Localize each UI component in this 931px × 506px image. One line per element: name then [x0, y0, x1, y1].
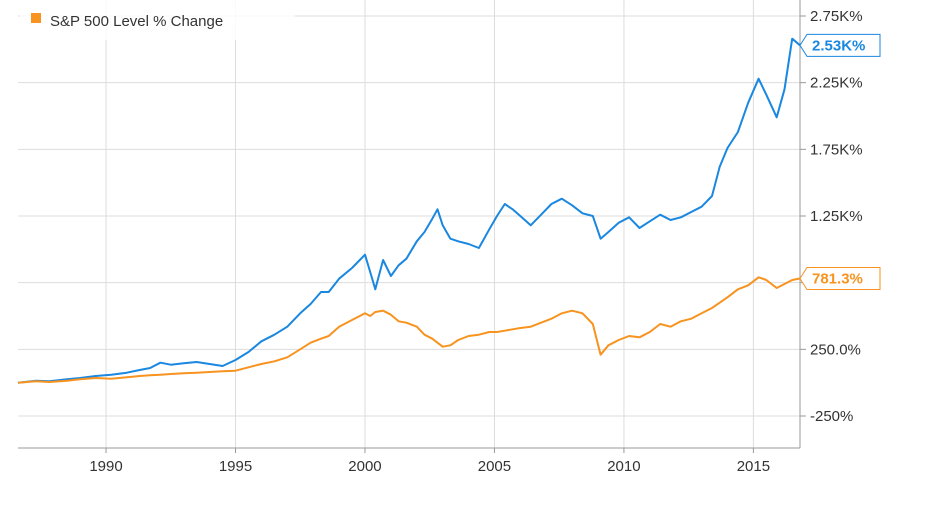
x-tick-label: 2010 [607, 458, 640, 475]
legend-swatch [31, 13, 41, 23]
y-tick-label: -250% [810, 408, 853, 425]
legend-box [20, 0, 295, 40]
x-tick-label: 2005 [478, 458, 511, 475]
y-tick-labels: -250% 250.0% 1.25K% 1.75K% 2.25K% 2.75K% [810, 8, 863, 425]
y-tick-label: 250.0% [810, 341, 861, 358]
x-tick-label: 1990 [89, 458, 122, 475]
end-labels: 2.53K% 781.3% [799, 33, 881, 290]
y-tick-label: 2.75K% [810, 8, 863, 25]
x-tick-labels: 1990 1995 2000 2005 2010 2015 [89, 458, 770, 475]
legend: S&P 500 Level % Change [20, 0, 295, 40]
series-line-1 [17, 276, 801, 384]
x-tick-label: 1995 [219, 458, 252, 475]
end-label-0: 2.53K% [799, 33, 881, 57]
end-label-1: 781.3% [799, 266, 881, 290]
x-tick-label: 2000 [348, 458, 381, 475]
series-line-0 [17, 37, 801, 384]
gridlines [18, 0, 800, 448]
end-label-text: 781.3% [812, 270, 863, 287]
y-tick-label: 1.25K% [810, 208, 863, 225]
legend-label: S&P 500 Level % Change [50, 13, 223, 30]
series-lines [17, 37, 801, 384]
y-tick-label: 1.75K% [810, 141, 863, 158]
end-label-text: 2.53K% [812, 37, 865, 54]
end-label-box [799, 266, 881, 290]
y-tick-label: 2.25K% [810, 75, 863, 92]
end-label-box [799, 33, 881, 57]
x-tick-label: 2015 [737, 458, 770, 475]
